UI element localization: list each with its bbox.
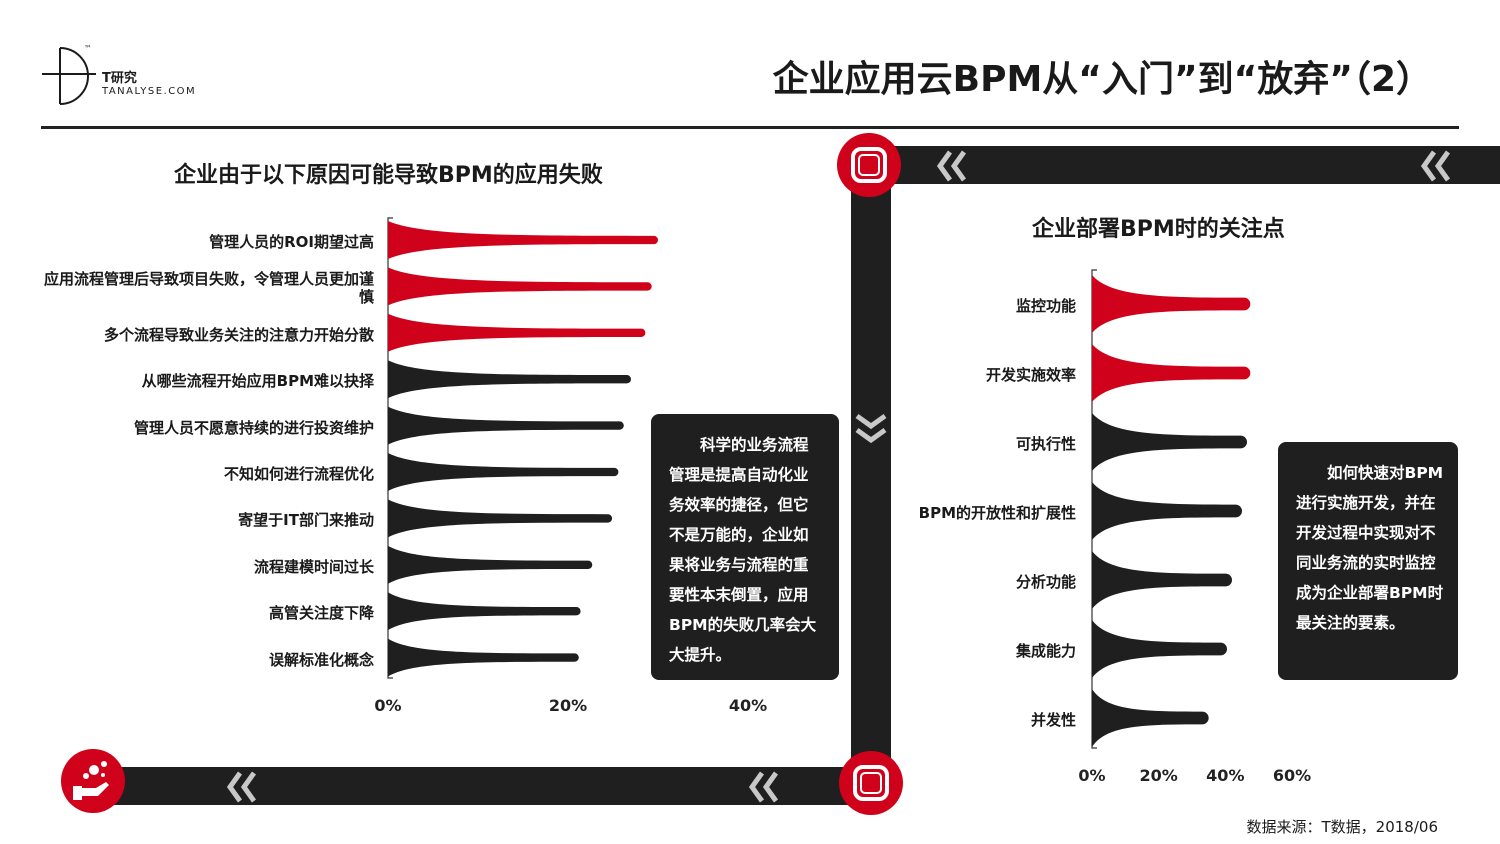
bar [1092, 413, 1248, 471]
category-label: 不知如何进行流程优化 [223, 465, 374, 483]
vertical-band [851, 166, 891, 782]
logo-mark-icon [42, 47, 96, 105]
x-tick-label: 20% [1140, 766, 1178, 785]
x-tick-label: 40% [1206, 766, 1244, 785]
category-label: 应用流程管理后导致项目失败，令管理人员更加谨慎 [43, 270, 374, 307]
category-label: 从哪些流程开始应用BPM难以抉择 [141, 372, 374, 391]
header-divider [41, 126, 1459, 129]
category-label: 误解标准化概念 [268, 650, 374, 669]
double-chevron-left-icon [936, 150, 967, 182]
bar [388, 221, 658, 259]
category-label: 多个流程导致业务关注的注意力开始分散 [103, 325, 374, 344]
left-chart-plot: 0% 20% 40% [374, 217, 767, 715]
double-chevron-down-icon [855, 413, 887, 444]
logo-subtitle: TANALYSE.COM [102, 86, 197, 97]
bar [388, 313, 646, 352]
bar [388, 592, 581, 631]
left-chart-title: 企业由于以下原因可能导致BPM的应用失败 [174, 163, 603, 188]
hand-coins-icon [61, 749, 125, 813]
top-right-band [868, 146, 1500, 184]
bar [388, 360, 632, 399]
x-tick-label: 60% [1273, 766, 1311, 785]
double-chevron-left-icon [226, 771, 257, 803]
category-label: 分析功能 [1015, 573, 1076, 591]
bottom-left-band [92, 767, 872, 805]
category-label: 寄望于IT部门来推动 [238, 511, 374, 530]
category-label: 集成能力 [1015, 642, 1076, 660]
bar [388, 406, 624, 445]
logo-name: T研究 [102, 71, 137, 86]
x-tick-label: 0% [374, 696, 401, 715]
frame-icon [839, 751, 903, 815]
category-label: 监控功能 [1015, 297, 1076, 315]
bar [388, 267, 652, 306]
right-callout-text: 如何快速对BPM进行实施开发，并在开发过程中实现对不同业务流的实时监控成为企业部… [1296, 464, 1444, 632]
category-label: 高管关注度下降 [268, 604, 374, 623]
bar [388, 545, 593, 584]
bar [388, 638, 579, 677]
logo-tm: ™ [84, 44, 92, 53]
frame-icon [837, 133, 901, 197]
bar [1092, 551, 1232, 609]
left-callout: 科学的业务流程管理是提高自动化业务效率的捷径，但它不是万能的，企业如果将业务与流… [651, 414, 839, 680]
category-label: BPM的开放性和扩展性 [918, 504, 1076, 522]
bar [388, 499, 613, 538]
bar [388, 453, 619, 491]
category-label: 可执行性 [1015, 435, 1076, 453]
y-axis-line [387, 217, 393, 679]
bar [1092, 689, 1209, 747]
right-chart-title: 企业部署BPM时的关注点 [1032, 217, 1285, 242]
category-label: 流程建模时间过长 [253, 557, 374, 576]
left-callout-text: 科学的业务流程管理是提高自动化业务效率的捷径，但它不是万能的，企业如果将业务与流… [669, 436, 817, 664]
x-tick-label: 0% [1078, 766, 1105, 785]
double-chevron-left-icon [1420, 150, 1451, 182]
category-label: 管理人员不愿意持续的进行投资维护 [133, 418, 374, 437]
double-chevron-left-icon [748, 771, 779, 803]
x-tick-label: 40% [729, 696, 767, 715]
bar [1092, 620, 1227, 678]
bar [1092, 275, 1251, 333]
bar [1092, 344, 1251, 402]
category-label: 开发实施效率 [985, 366, 1076, 384]
right-callout: 如何快速对BPM进行实施开发，并在开发过程中实现对不同业务流的实时监控成为企业部… [1278, 442, 1458, 680]
data-source: 数据来源：T数据，2018/06 [1246, 818, 1438, 836]
category-label: 并发性 [1030, 711, 1076, 729]
x-tick-label: 20% [549, 696, 587, 715]
bar [1092, 482, 1242, 540]
page-title: 企业应用云BPM从“入门”到“放弃”（2） [772, 59, 1432, 100]
right-chart-plot: 0% 20% 40% 60% [1078, 269, 1311, 785]
logo: ™ T研究 TANALYSE.COM [40, 44, 210, 108]
category-label: 管理人员的ROI期望过高 [209, 233, 374, 251]
